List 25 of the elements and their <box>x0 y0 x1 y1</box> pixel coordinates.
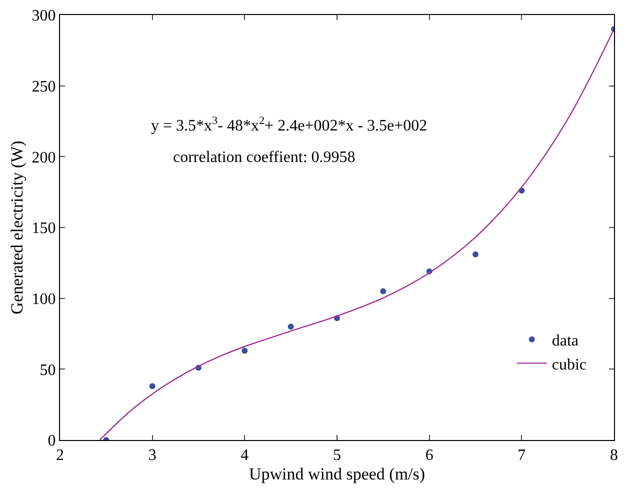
point <box>472 251 478 258</box>
y-tick-label: 100 <box>32 290 56 308</box>
point <box>288 324 294 330</box>
y-tick-label: 200 <box>32 149 56 166</box>
legend-label: data <box>552 332 578 350</box>
point <box>242 348 248 354</box>
y-tick-label: 0 <box>48 432 56 450</box>
y-axis-title: Generated electricity (W) <box>7 140 26 314</box>
x-tick-label: 3 <box>148 447 156 464</box>
annotation: correlation coeffient: 0.9958 <box>173 149 356 166</box>
y-tick-label: 150 <box>32 220 56 238</box>
x-tick-label: 4 <box>240 447 249 464</box>
annotation: y = 3.5*x$^{3}$- 48*x$^{2}$+ 2.4e+002*x - 3.5e+002 <box>151 115 428 135</box>
y-tick-label: 300 <box>32 8 56 25</box>
point <box>149 383 156 390</box>
x-axis-title: Upwind wind speed (m/s) <box>248 464 426 484</box>
x-tick-label: 5 <box>333 447 341 464</box>
y-tick-label: 50 <box>40 362 56 379</box>
y-tick-label: 250 <box>32 78 56 96</box>
point <box>380 288 386 294</box>
x-tick-label: 7 <box>518 447 526 464</box>
x-tick-label: 2 <box>56 447 64 464</box>
x-tick-label: 8 <box>610 447 618 464</box>
x-tick-label: 6 <box>425 447 434 464</box>
legend-label: cubic <box>552 356 586 374</box>
